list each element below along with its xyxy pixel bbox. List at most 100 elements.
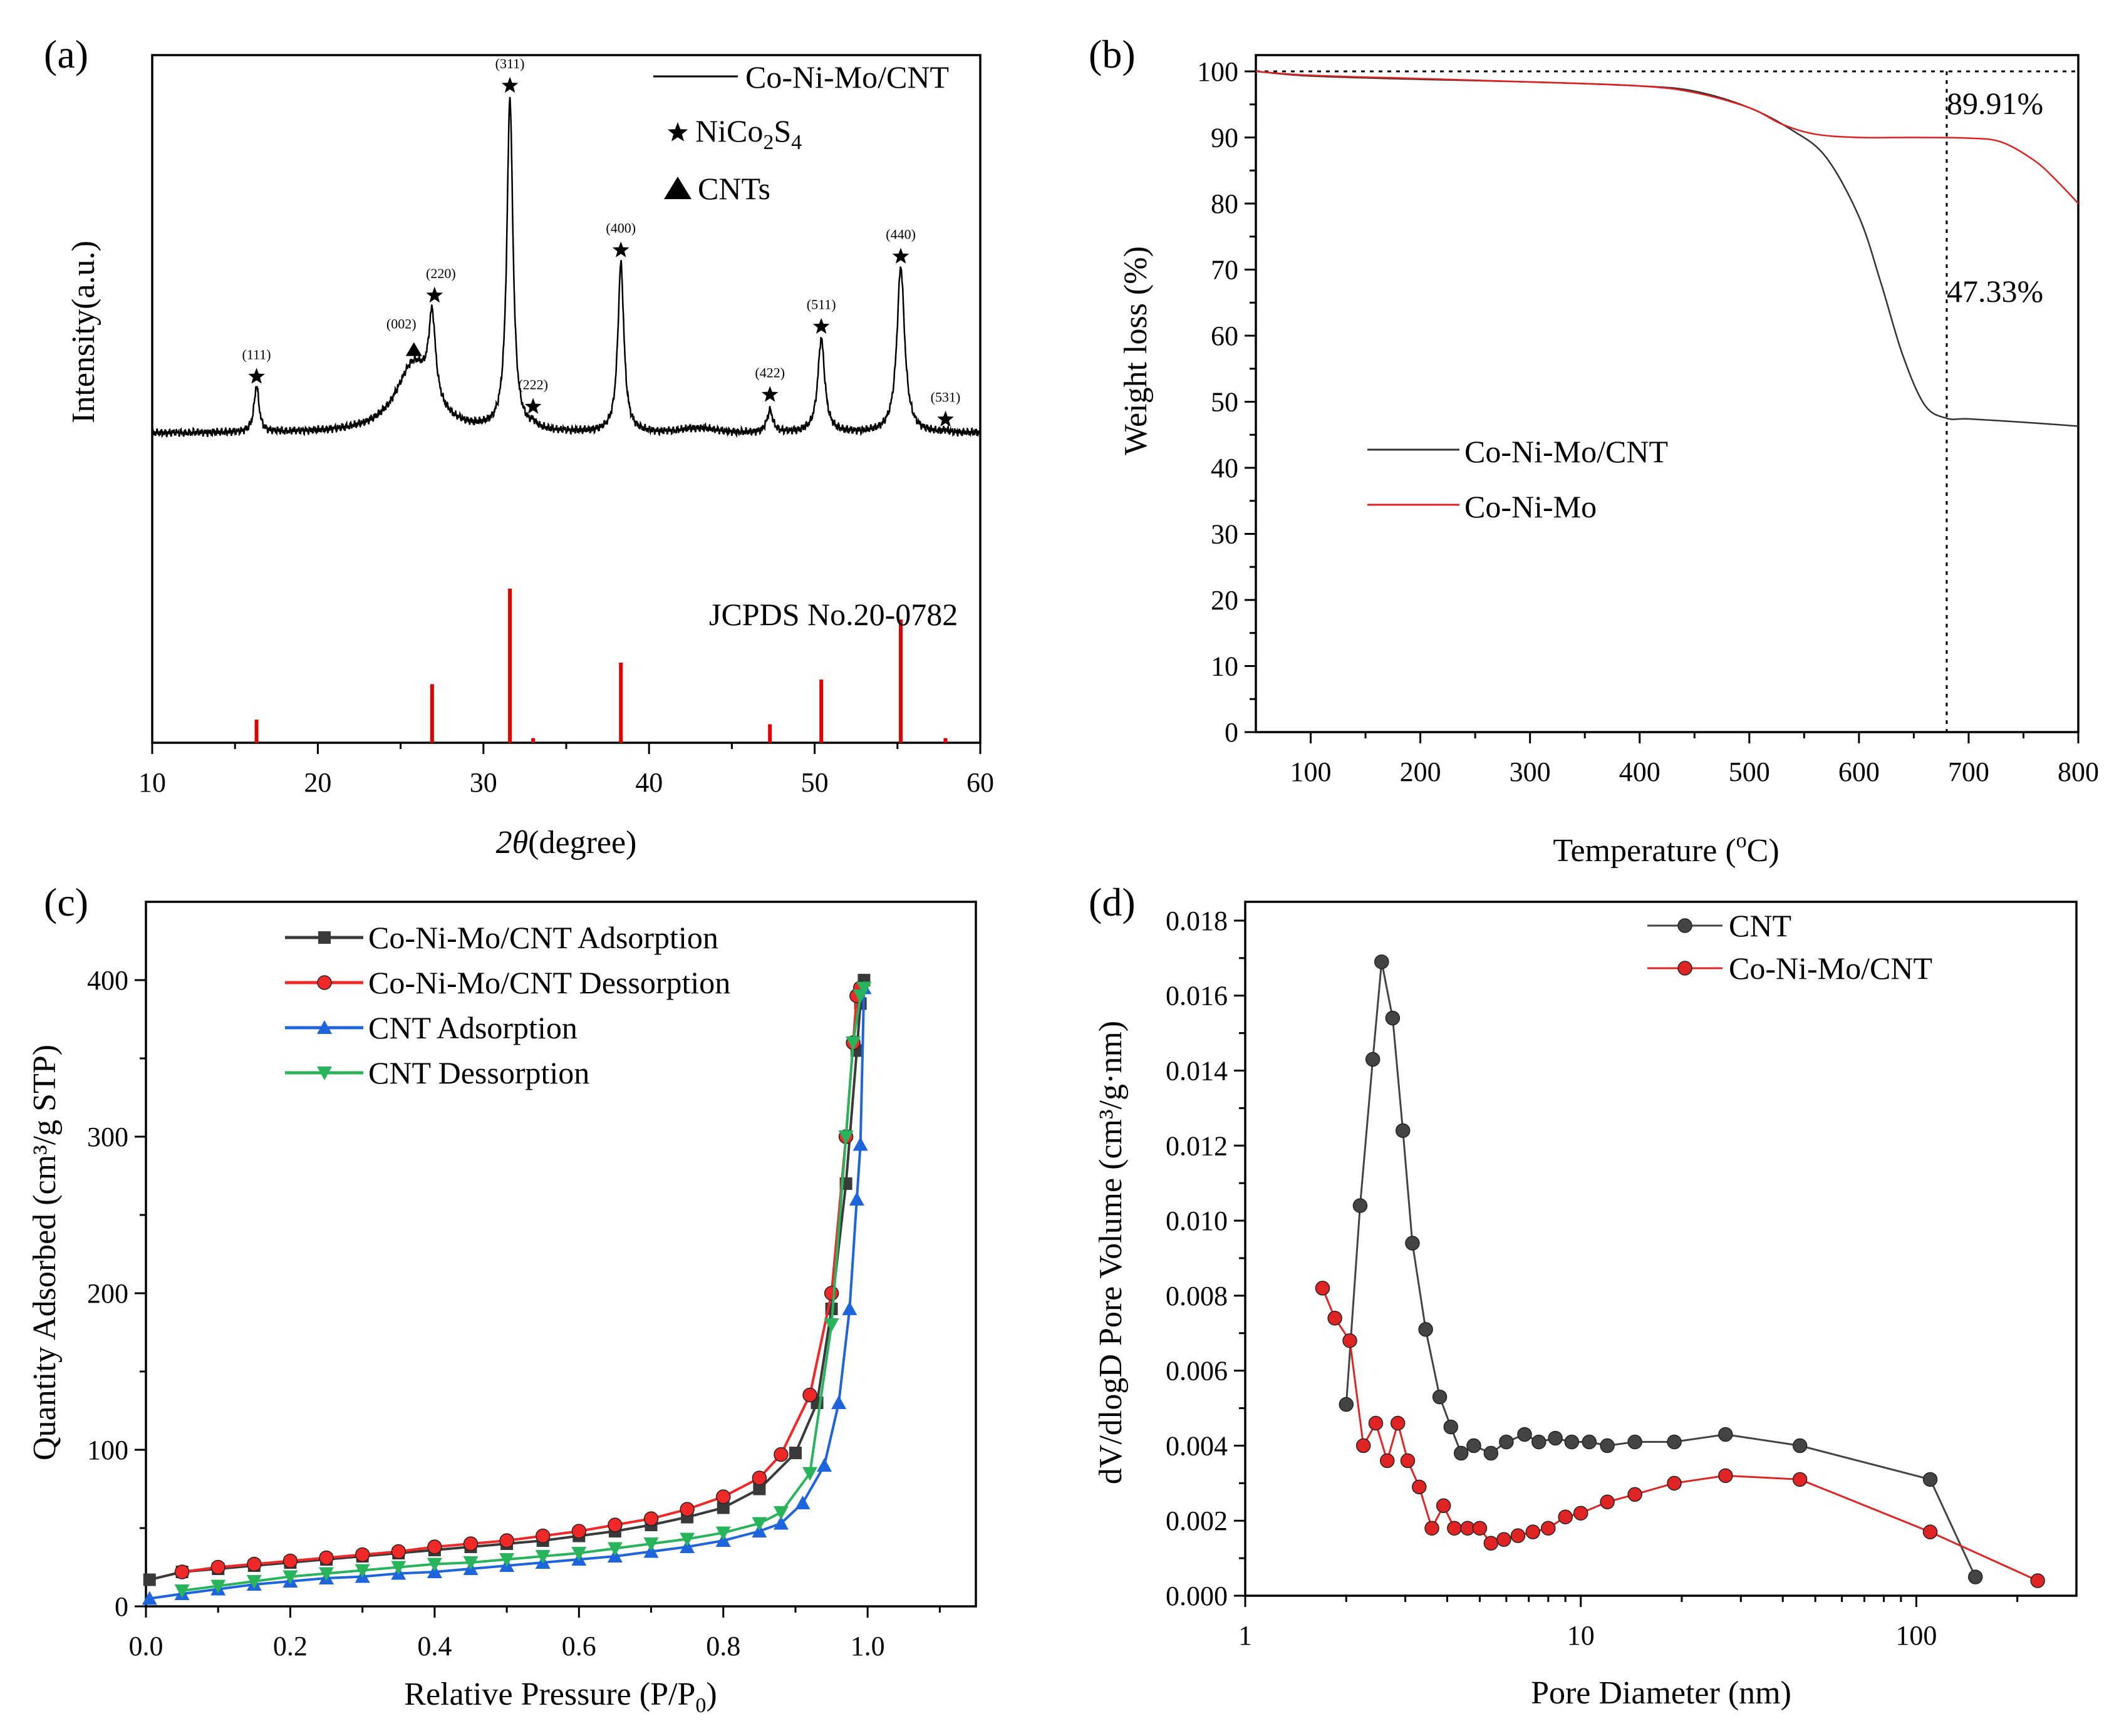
legend-co-ni-mo-cnt-label: Co-Ni-Mo/CNT: [1464, 434, 1668, 469]
pore-point: [1339, 1397, 1354, 1412]
reference-card-label: JCPDS No.20-0782: [709, 597, 958, 632]
isotherm-point: [717, 1501, 730, 1514]
y-tick-label: 300: [87, 1122, 128, 1152]
pore-point: [1531, 1434, 1547, 1450]
isotherm-point: [499, 1533, 514, 1548]
legend-triangle-marker: [664, 177, 692, 199]
legend-label: CNT Adsorption: [368, 1010, 578, 1045]
nico2s4-peak-marker: [501, 76, 519, 93]
x-tick-label: 0.6: [562, 1631, 596, 1661]
legend-swatch-marker: [1677, 918, 1692, 933]
isotherm-point: [427, 1558, 442, 1572]
pore-point: [1573, 1506, 1588, 1521]
y-tick-label: 400: [87, 965, 128, 996]
legend-swatch-marker: [318, 931, 331, 944]
y-tick-label: 90: [1211, 123, 1238, 153]
x-tick-label: 10: [1567, 1620, 1595, 1651]
pore-point: [1600, 1438, 1615, 1454]
nico2s4-peak-marker: [524, 398, 542, 414]
isotherm-point: [247, 1556, 262, 1572]
legend-swatch-marker: [1677, 961, 1692, 976]
isotherm-point: [319, 1567, 334, 1581]
isotherm-point: [752, 1470, 767, 1485]
panel-c-y-axis-label: Quantity Adsorbed (cm³/g STP): [27, 1045, 63, 1460]
panel-d-plot-area: [1315, 954, 2045, 1588]
legend-star-marker: [667, 122, 688, 142]
isotherm-point: [319, 1550, 334, 1566]
isotherm-point: [643, 1511, 659, 1526]
y-tick-label: 0.000: [1166, 1581, 1228, 1611]
isotherm-point: [282, 1570, 298, 1584]
x-tick-label: 600: [1838, 757, 1880, 787]
x-tick-label: 0.2: [273, 1631, 308, 1661]
isotherm-point: [680, 1532, 695, 1547]
x-tick-label: 200: [1400, 757, 1441, 787]
isotherm-point: [715, 1526, 731, 1541]
hkl-label: (422): [755, 364, 785, 380]
isotherm-point: [142, 1591, 157, 1605]
isotherm-point: [143, 1573, 156, 1586]
y-tick-label: 100: [1197, 56, 1238, 87]
y-tick-label: 100: [87, 1435, 128, 1465]
isotherm-point: [817, 1458, 832, 1472]
legend-co-ni-mo-label: Co-Ni-Mo: [1464, 489, 1597, 524]
x-tick-label: 300: [1510, 757, 1551, 787]
x-tick-label: 40: [635, 767, 663, 798]
panel-a-plot-area: (111) (002) (220) (311) (222) (400) (422) (511)…: [151, 56, 981, 743]
x-tick-label: 1: [1238, 1620, 1252, 1651]
panel-d-label: (d): [1089, 880, 1136, 924]
isotherm-point: [752, 1517, 767, 1531]
y-tick-label: 40: [1211, 453, 1238, 483]
isotherm-point: [391, 1561, 407, 1575]
reference-bar: [531, 738, 536, 743]
pore-point: [1564, 1434, 1580, 1450]
isotherm-point: [643, 1537, 659, 1551]
isotherm-point: [608, 1517, 623, 1532]
reference-bar: [768, 724, 772, 743]
nico2s4-peak-marker: [812, 318, 830, 334]
panel-d-pore-distribution: (d) 1 10 100 0.000 0.002 0.004 0.006 0.008 0.010…: [1089, 880, 2078, 1711]
reference-bar: [254, 720, 259, 743]
hkl-label: (111): [242, 346, 271, 362]
x-tick-label: 100: [1290, 757, 1332, 787]
pore-point: [1315, 1281, 1330, 1296]
isotherm-point: [210, 1559, 225, 1575]
x-tick-label: 30: [470, 767, 497, 798]
y-tick-label: 0.014: [1166, 1056, 1228, 1087]
pore-point: [1405, 1236, 1420, 1251]
legend-swatch-marker: [317, 975, 332, 990]
reference-bar: [819, 679, 824, 743]
isotherm-point: [571, 1524, 587, 1539]
reference-bar: [508, 589, 512, 743]
pore-point: [1400, 1453, 1416, 1469]
pore-point: [1718, 1427, 1733, 1442]
pore-point: [1582, 1434, 1597, 1450]
reference-bar: [943, 738, 948, 743]
y-tick-label: 200: [87, 1278, 128, 1309]
pore-point: [1436, 1498, 1451, 1514]
pore-point: [1472, 1521, 1488, 1536]
isotherm-point: [355, 1564, 370, 1578]
x-tick-label: 100: [1895, 1620, 1937, 1651]
panel-a-legend: Co-Ni-Mo/CNT NiCo2S4 CNTs: [653, 59, 949, 206]
y-tick-label: 70: [1211, 255, 1238, 286]
legend-swatch-marker: [317, 1067, 332, 1080]
y-tick-label: 0: [1225, 717, 1238, 748]
cnt-peak-marker: [405, 342, 422, 356]
pore-point: [1792, 1438, 1808, 1454]
isotherm-point: [174, 1564, 190, 1579]
pore-point: [1499, 1434, 1514, 1450]
nico2s4-peak-marker: [426, 286, 443, 303]
pore-point: [1967, 1569, 1983, 1584]
x-tick-label: 10: [138, 767, 166, 798]
panel-b-x-axis-label: Temperature (oC): [1553, 829, 1779, 869]
panel-c-plot-frame: [145, 901, 977, 1608]
pore-point: [1541, 1521, 1556, 1536]
isotherm-point: [802, 1387, 817, 1403]
reference-bar: [619, 663, 623, 743]
panel-a-x-axis-label: 2θ(degree): [496, 825, 637, 860]
legend-label: Co-Ni-Mo/CNT: [1729, 951, 1932, 986]
pore-point: [1922, 1472, 1938, 1487]
panel-b-label: (b): [1089, 32, 1136, 76]
